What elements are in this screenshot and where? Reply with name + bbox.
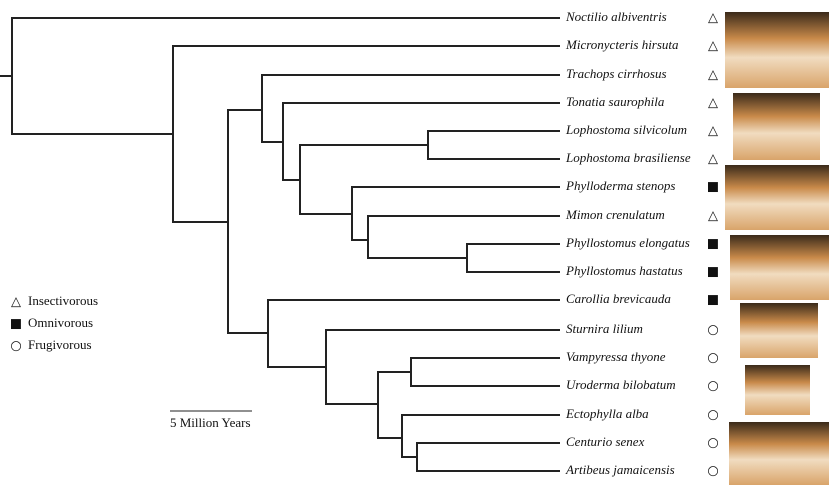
taxon-name: Ectophylla alba: [565, 406, 649, 421]
legend-label: Insectivorous: [28, 293, 98, 308]
diet-symbol: ○: [707, 436, 718, 451]
taxon-name: Sturnira lilium: [566, 321, 643, 336]
taxon-name: Centurio senex: [566, 434, 645, 449]
tree: [0, 17, 560, 472]
diet-symbol: △: [708, 68, 718, 83]
tooth-photo: [730, 235, 829, 300]
diet-symbol: ○: [707, 464, 718, 479]
taxon-name: Micronycteris hirsuta: [565, 37, 679, 52]
diet-symbol: ■: [707, 180, 719, 195]
taxon-name: Phyllostomus hastatus: [565, 263, 683, 278]
taxon-name: Artibeus jamaicensis: [565, 462, 675, 477]
phylogeny-figure: 5 Million Years Noctilio albiventris △ Mic…: [0, 0, 829, 485]
taxon-name: Trachops cirrhosus: [566, 66, 667, 81]
taxon-name: Uroderma bilobatum: [566, 377, 676, 392]
tooth-photo: [725, 12, 829, 88]
tooth-photo: [725, 165, 829, 230]
diet-symbol: △: [708, 209, 718, 224]
taxon-name: Carollia brevicauda: [566, 291, 671, 306]
scale-bar-label: 5 Million Years: [170, 415, 251, 430]
legend-symbol: ○: [10, 339, 21, 354]
diet-symbol: △: [708, 39, 718, 54]
tooth-photo: [740, 303, 818, 358]
taxon-name: Vampyressa thyone: [566, 349, 666, 364]
taxon-name: Phyllostomus elongatus: [565, 235, 690, 250]
diet-symbol: △: [708, 152, 718, 167]
diet-symbol: ○: [707, 351, 718, 366]
legend-label: Omnivorous: [28, 315, 93, 330]
diet-symbol: ○: [707, 408, 718, 423]
taxon-name: Tonatia saurophila: [566, 94, 665, 109]
diet-symbol: △: [708, 11, 718, 26]
tooth-photo: [745, 365, 810, 415]
diet-symbol: ■: [707, 265, 719, 280]
diet-symbol: ■: [707, 293, 719, 308]
tooth-photo: [733, 93, 820, 160]
tooth-photo: [729, 422, 829, 485]
diet-symbol: △: [708, 124, 718, 139]
taxon-name: Lophostoma silvicolum: [565, 122, 687, 137]
legend-symbol: △: [11, 295, 21, 310]
taxon-name: Phylloderma stenops: [565, 178, 675, 193]
taxon-name: Mimon crenulatum: [565, 207, 665, 222]
legend-label: Frugivorous: [28, 337, 92, 352]
taxon-name: Lophostoma brasiliense: [565, 150, 691, 165]
taxon-name: Noctilio albiventris: [565, 9, 667, 24]
tooth-photos: [725, 12, 829, 485]
diet-symbol: △: [708, 96, 718, 111]
diet-symbol: ○: [707, 379, 718, 394]
diet-symbol: ■: [707, 237, 719, 252]
legend-symbol: ■: [10, 317, 22, 332]
diet-symbol: ○: [707, 323, 718, 338]
